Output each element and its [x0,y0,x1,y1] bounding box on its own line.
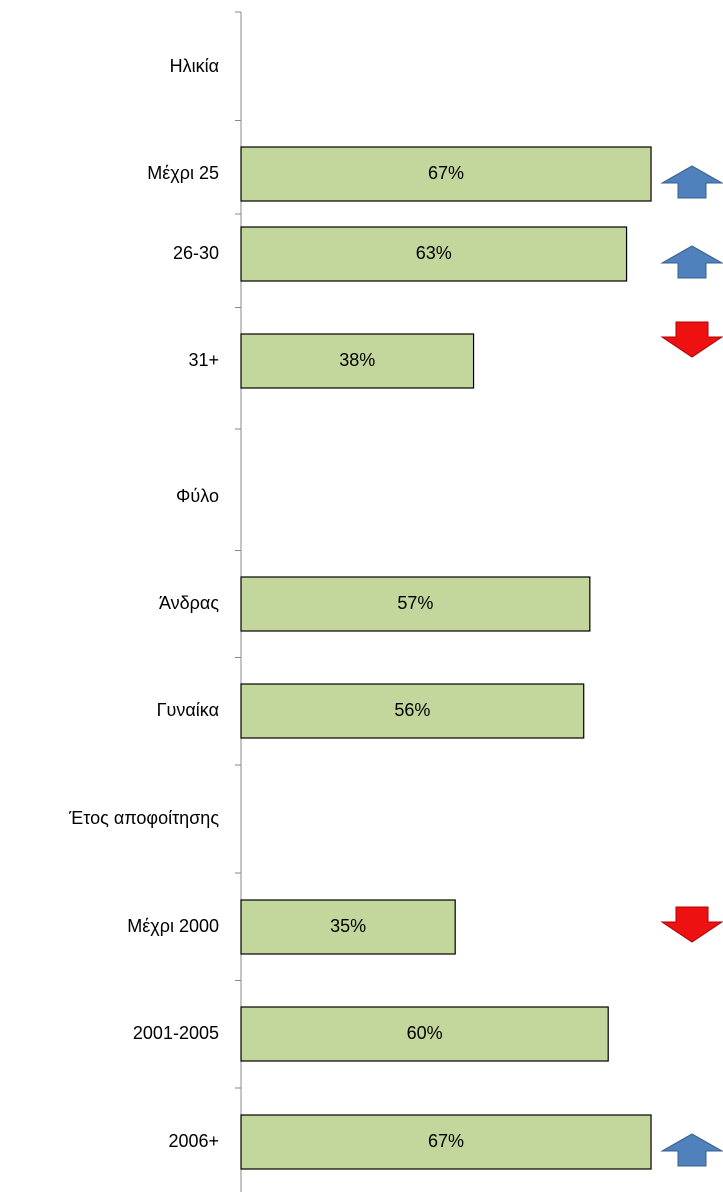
category-label: 26-30 [173,243,219,263]
bar [240,899,456,955]
category-label: Γυναίκα [157,700,219,720]
down-arrow [660,321,723,358]
up-arrow [660,1133,723,1167]
category-label: 31+ [188,350,219,370]
up-arrow [660,165,723,199]
bar [240,333,475,389]
category-label: Ηλικία [170,56,219,76]
bar [240,226,628,282]
category-label: Άνδρας [159,593,219,613]
value-label: 57% [397,593,433,613]
category-label: Έτος αποφοίτησης [68,808,219,828]
category-label: 2006+ [168,1131,219,1151]
value-label: 35% [330,916,366,936]
trend-arrows [660,165,723,1167]
down-arrow [660,906,723,943]
bar [240,1114,652,1170]
category-label: 2001-2005 [133,1023,219,1043]
value-label: 67% [428,1131,464,1151]
bar [240,146,652,202]
bar [240,683,585,739]
value-label: 56% [394,700,430,720]
bar [240,576,591,632]
up-arrow [660,245,723,279]
category-label: Φύλο [176,486,219,506]
value-label: 63% [416,243,452,263]
bar [240,1006,609,1062]
value-label: 38% [339,350,375,370]
value-label: 60% [407,1023,443,1043]
category-label: Μέχρι 25 [147,163,219,183]
value-label: 67% [428,163,464,183]
category-label: Μέχρι 2000 [127,916,219,936]
